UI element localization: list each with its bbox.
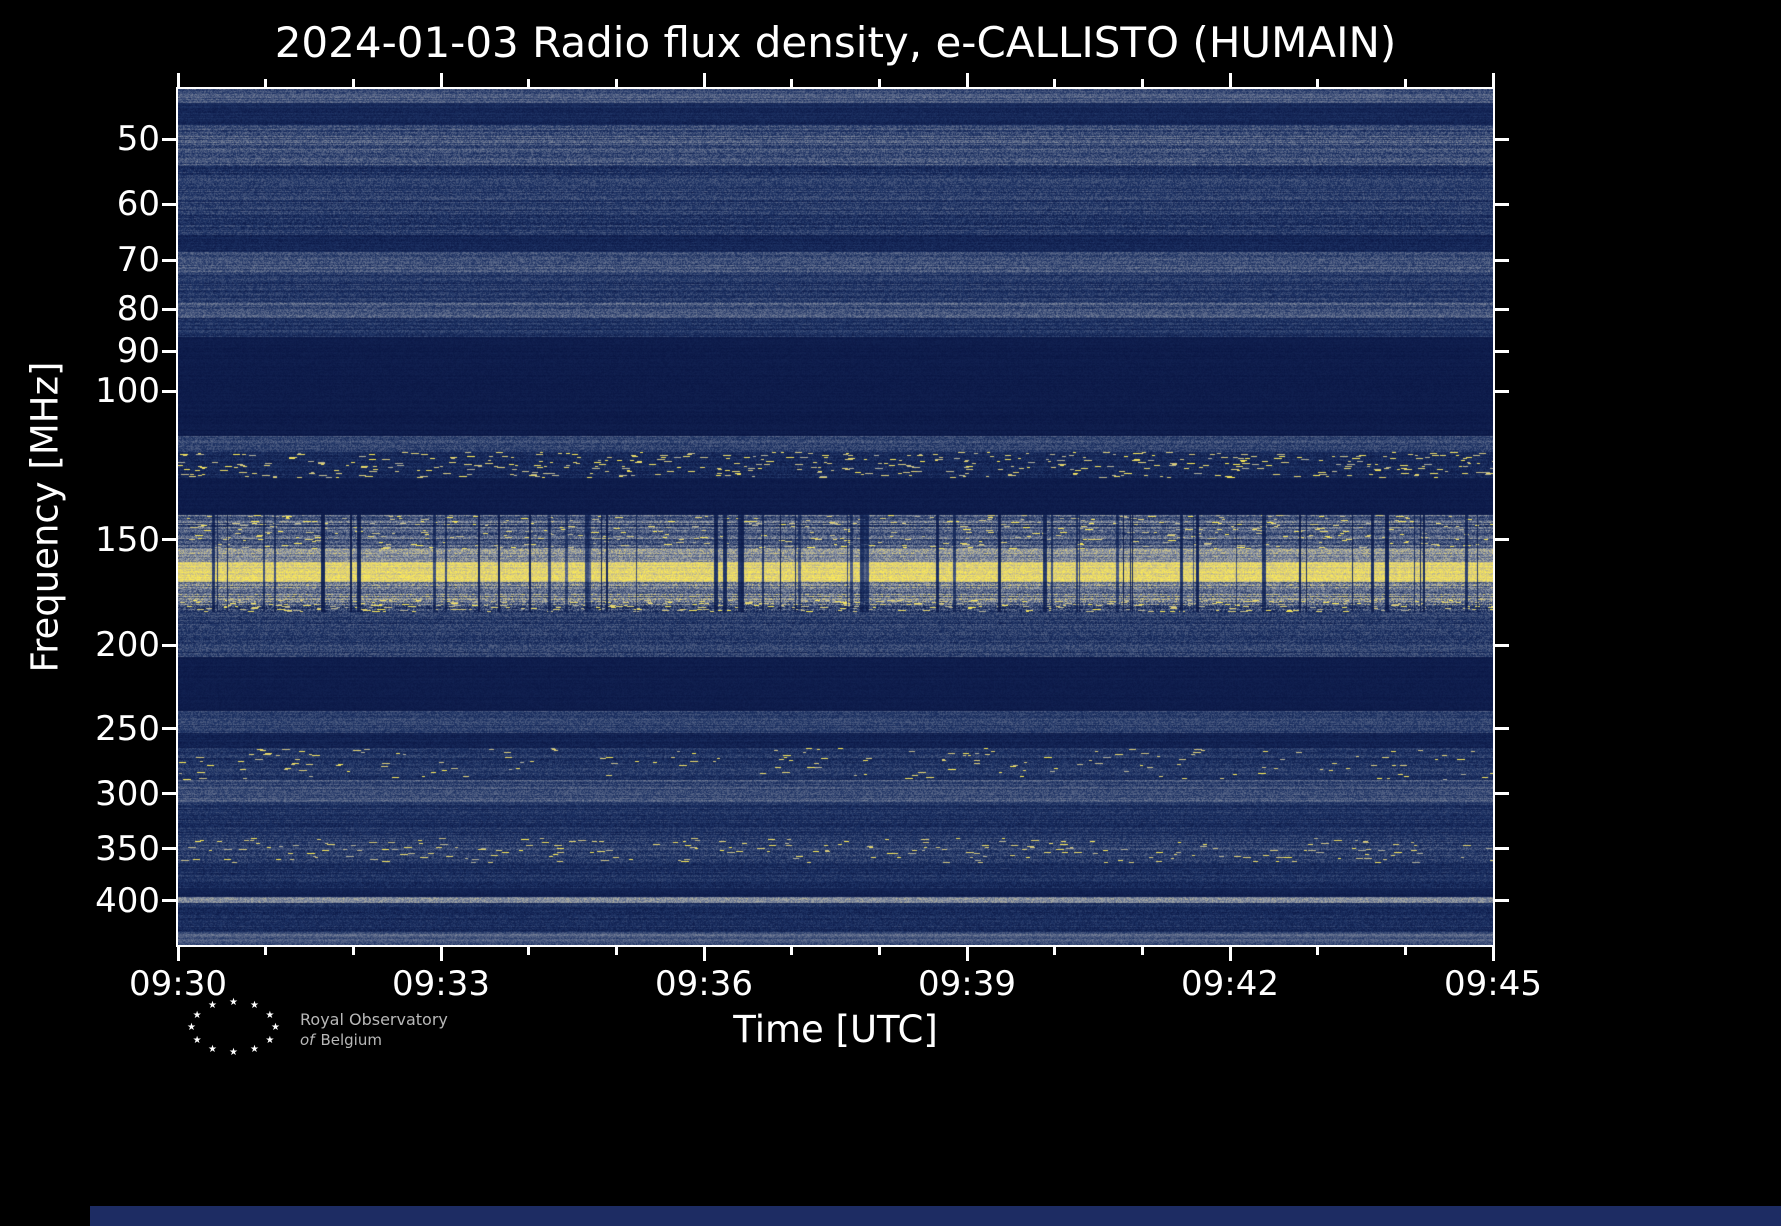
logo-line2: of Belgium [300, 1030, 448, 1050]
star-icon: ★ [250, 1000, 259, 1012]
star-icon: ★ [208, 1043, 217, 1055]
y-major-tick [162, 643, 176, 647]
x-minor-tick [790, 947, 794, 955]
plot-area [176, 87, 1495, 947]
x-minor-tick [264, 947, 268, 955]
y-major-tick [162, 349, 176, 353]
y-major-tick-right [1495, 538, 1509, 541]
x-major-tick [965, 947, 969, 961]
star-icon: ★ [250, 1043, 259, 1055]
y-tick-label: 90 [116, 331, 160, 372]
x-minor-tick-top [264, 79, 268, 87]
y-major-tick-right [1495, 899, 1509, 903]
y-major-tick-right [1495, 792, 1509, 796]
y-major-tick-right [1495, 258, 1509, 262]
x-major-tick [702, 947, 706, 961]
x-minor-tick [1403, 947, 1407, 955]
x-major-tick [439, 947, 443, 961]
star-icon: ★ [192, 1009, 202, 1021]
bottom-bar [90, 1206, 1781, 1226]
rob-logo-stars: ★ ★ ★ ★ ★ ★ ★ ★ ★ ★ ★ ★ [186, 997, 296, 1062]
y-major-tick [162, 727, 176, 731]
y-major-tick [162, 899, 176, 903]
y-major-tick-right [1495, 202, 1509, 206]
y-tick-label: 200 [95, 625, 160, 666]
y-major-tick [162, 847, 176, 851]
x-major-tick [1228, 947, 1232, 961]
x-axis-label: Time [UTC] [733, 1008, 938, 1051]
y-tick-label: 100 [95, 371, 160, 412]
y-major-tick-right [1495, 727, 1509, 731]
x-minor-tick-top [1140, 79, 1144, 87]
x-minor-tick-top [1053, 79, 1057, 87]
star-icon: ★ [229, 997, 238, 1008]
x-minor-tick [877, 947, 881, 955]
x-minor-tick-top [614, 79, 618, 87]
x-tick-label: 09:45 [1444, 964, 1542, 1004]
x-major-tick-top [702, 73, 706, 87]
rob-logo-text: Royal Observatory of Belgium [300, 1010, 448, 1050]
spectrogram-canvas [178, 89, 1493, 945]
x-major-tick-top [965, 73, 969, 87]
x-major-tick [176, 947, 180, 961]
y-major-tick-right [1495, 643, 1509, 647]
logo-line2-prefix: of [300, 1031, 315, 1049]
y-major-tick [162, 137, 176, 141]
star-icon: ★ [187, 1022, 196, 1033]
y-tick-label: 400 [95, 880, 160, 921]
y-major-tick-right [1495, 847, 1509, 851]
chart-title: 2024-01-03 Radio flux density, e-CALLIST… [274, 18, 1397, 67]
star-icon: ★ [229, 1047, 238, 1058]
x-major-tick-top [176, 73, 180, 87]
y-tick-label: 80 [116, 289, 160, 330]
logo-line2-word: Belgium [320, 1031, 382, 1049]
star-icon: ★ [265, 1009, 275, 1021]
logo-line1: Royal Observatory [300, 1010, 448, 1029]
y-major-tick [162, 389, 176, 393]
y-tick-label: 350 [95, 828, 160, 869]
x-minor-tick-top [351, 79, 355, 87]
x-major-tick [1491, 947, 1495, 961]
x-minor-tick [1053, 947, 1057, 955]
x-tick-label: 09:42 [1181, 964, 1279, 1004]
y-major-tick-right [1495, 137, 1509, 141]
y-major-tick [162, 792, 176, 796]
y-tick-label: 300 [95, 773, 160, 814]
x-major-tick-top [1228, 73, 1232, 87]
y-tick-label: 50 [116, 119, 160, 160]
star-icon: ★ [208, 1000, 217, 1012]
x-minor-tick-top [790, 79, 794, 87]
star-icon: ★ [192, 1034, 202, 1046]
y-major-tick-right [1495, 389, 1509, 393]
star-icon: ★ [265, 1034, 275, 1046]
y-major-tick [162, 307, 176, 311]
x-minor-tick [1316, 947, 1320, 955]
x-tick-label: 09:36 [655, 964, 753, 1004]
y-tick-label: 250 [95, 708, 160, 749]
y-major-tick-right [1495, 349, 1509, 353]
x-minor-tick-top [1403, 79, 1407, 87]
x-minor-tick [527, 947, 531, 955]
x-major-tick-top [1491, 73, 1495, 87]
x-tick-label: 09:33 [392, 964, 490, 1004]
x-major-tick-top [439, 73, 443, 87]
y-major-tick [162, 538, 176, 541]
y-tick-label: 70 [116, 240, 160, 281]
star-icon: ★ [271, 1022, 280, 1033]
x-minor-tick [1140, 947, 1144, 955]
x-tick-label: 09:39 [918, 964, 1016, 1004]
y-tick-label: 150 [95, 519, 160, 560]
y-major-tick-right [1495, 307, 1509, 311]
x-tick-label: 09:30 [129, 964, 227, 1004]
x-minor-tick-top [1316, 79, 1320, 87]
x-minor-tick [351, 947, 355, 955]
y-major-tick [162, 202, 176, 206]
x-minor-tick-top [877, 79, 881, 87]
x-minor-tick [614, 947, 618, 955]
x-minor-tick-top [527, 79, 531, 87]
y-major-tick [162, 258, 176, 262]
y-tick-label: 60 [116, 184, 160, 225]
